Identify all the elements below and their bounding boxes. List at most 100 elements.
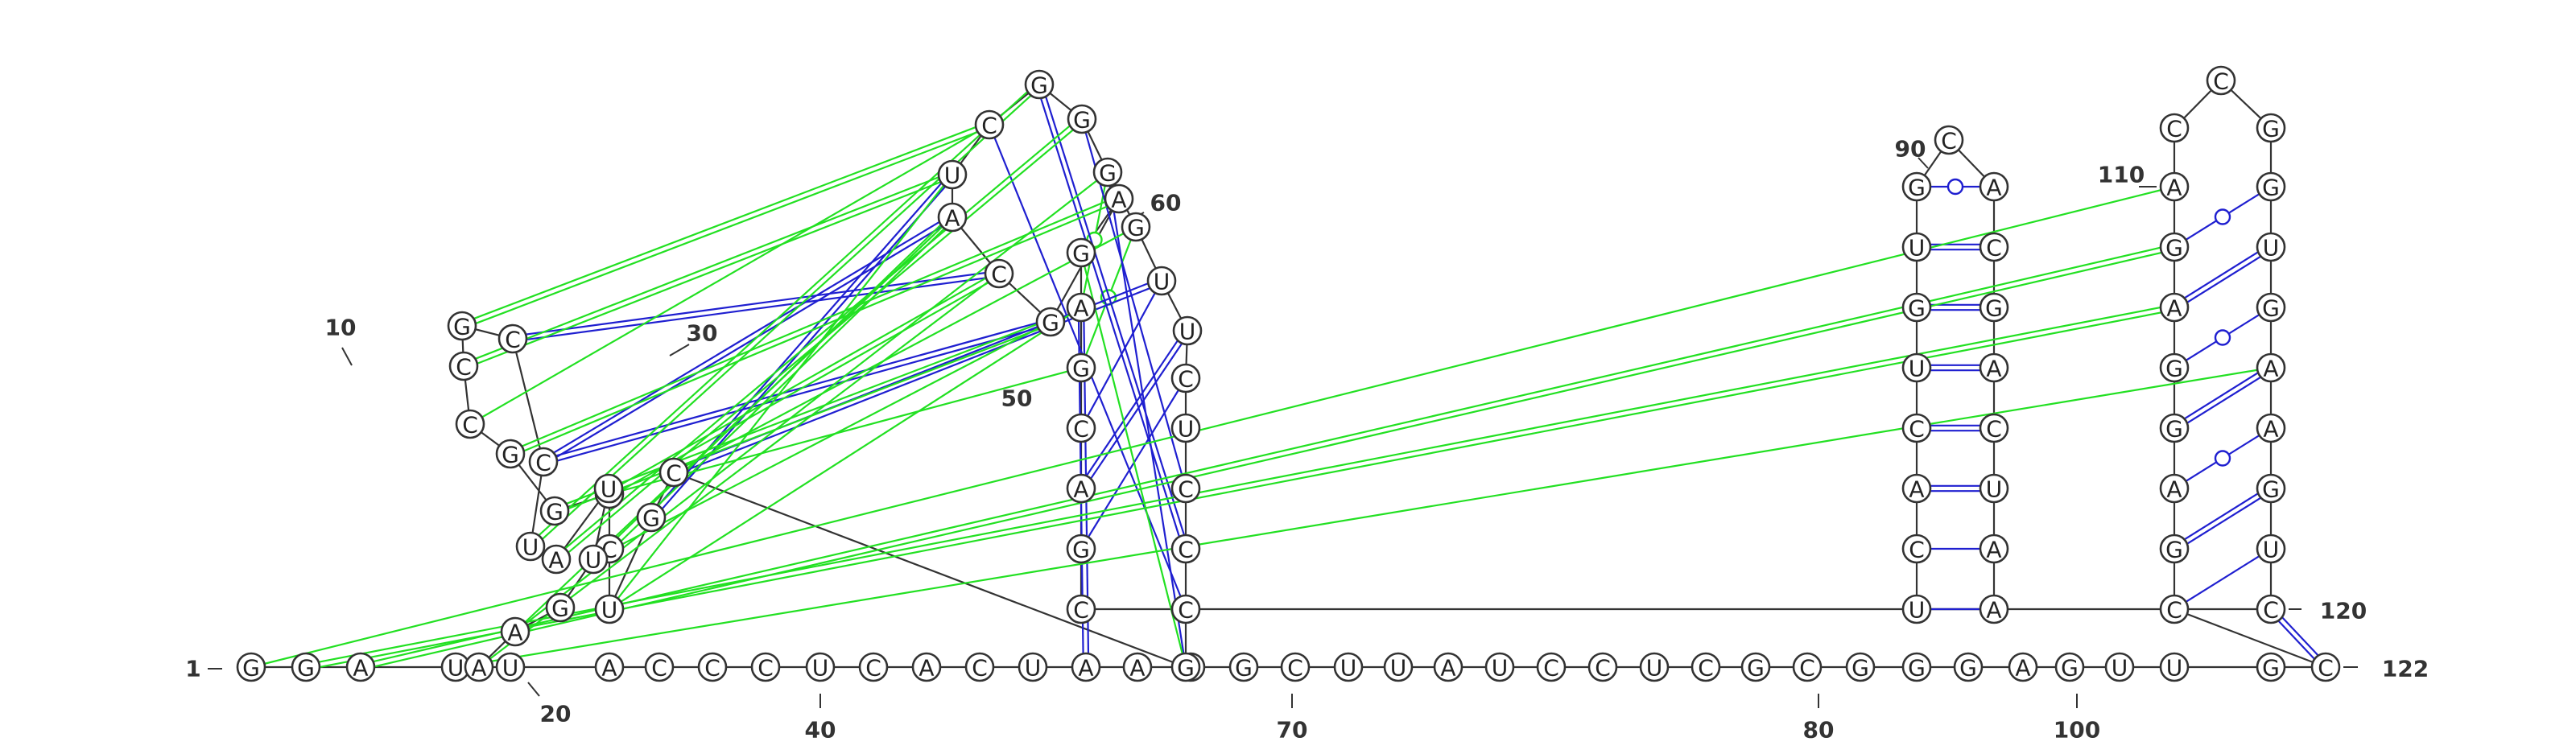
nucleotide-circle [1536,652,1567,682]
nucleotide-letter: G [1852,655,1869,682]
nucleotide-letter: A [2166,476,2182,503]
nucleotide-circle [1066,237,1096,268]
nucleotide-circle [964,652,995,682]
nucleotide-letter: G [546,499,564,525]
nucleotide: G [236,652,266,682]
nucleotide-circle [2008,652,2038,682]
nucleotide-circle [2256,292,2286,323]
nucleotide-circle [447,311,477,341]
nucleotide-letter: G [1177,655,1195,682]
nucleotide-letter: C [991,262,1007,288]
nucleotide-circle [291,652,321,682]
nucleotide-circle [1901,352,1932,383]
backbone-segment [2174,608,2326,669]
nucleotide-circle [1433,652,1463,682]
nucleotide-letter: U [1909,356,1926,382]
nucleotide-circle [644,652,675,682]
nucleotide-letter: C [2318,655,2334,682]
nucleotide-letter: A [944,205,960,232]
nucleotide: C [964,652,995,682]
nucleotide: U [1484,652,1515,682]
nucleotide: C [2159,594,2190,624]
base-pair [1108,185,1185,654]
nucleotide-letter: U [601,597,618,624]
nucleotide-letter: G [1908,655,1926,682]
nucleotide: C [858,652,889,682]
nucleotide-letter: A [601,655,617,682]
nucleotide-letter: U [1178,416,1195,443]
nucleotide-circle [2104,652,2135,682]
nucleotide-circle [2256,652,2286,682]
nucleotide-letter: C [505,327,521,353]
nucleotide: C [1280,652,1311,682]
nucleotide-letter: U [944,163,961,189]
nucleotide-circle [1228,652,1259,682]
nucleotide-letter: U [1340,655,1357,682]
nucleotide-letter: C [1073,416,1089,443]
nucleotide: C [1934,125,1964,155]
tick-layer [208,157,2358,708]
nucleotide-circle [455,409,485,439]
nucleotide-letter: G [453,314,471,340]
nucleotide-circle [1740,652,1771,682]
nucleotide-circle [541,544,572,575]
nucleotide-letter: U [601,476,617,503]
position-number-label: 20 [540,701,572,727]
nucleotide: U [805,652,836,682]
nucleotide-circle [1690,652,1721,682]
nucleotide-circle [495,652,526,682]
base-pair [2185,193,2260,241]
base-pair [555,322,1038,462]
nucleotide: U [1172,315,1203,346]
nucleotide-letter: G [1072,356,1090,382]
nucleotide-circle [658,457,689,488]
nucleotide: G [539,496,570,526]
nucleotide: U [1018,652,1048,682]
nucleotide-circle [2159,113,2190,143]
nucleotide: U [1901,232,1932,262]
nucleotide: G [1901,171,1932,202]
nucleotide-letter: C [462,412,478,439]
nucleotide-letter: G [2165,537,2183,563]
wobble-marker [2214,450,2231,467]
nucleotide: A [1122,652,1153,682]
nucleotide-letter: G [1042,310,1059,336]
position-number-label: 10 [325,315,357,341]
nucleotide-circle [1170,363,1201,393]
nucleotide-circle [2159,534,2190,564]
nucleotide-circle [1587,652,1618,682]
nucleotide: U [937,159,968,190]
nucleotide: C [2159,113,2190,143]
nucleotide-letter: G [1908,295,1926,322]
nucleotide-circle [1066,473,1096,504]
nucleotide-letter: U [585,547,602,574]
nucleotide: G [1066,534,1096,564]
nucleotide: A [911,652,942,682]
base-pair [1040,96,1185,538]
nucleotide-circle [1066,534,1096,564]
nucleotide-letter: C [1986,235,2002,262]
nucleotide: C [1792,652,1823,682]
nucleotide: A [2159,292,2190,323]
nucleotide: G [2159,232,2190,262]
nucleotide-letter: G [2262,476,2280,503]
nucleotide: G [1067,104,1097,134]
nucleotide-letter: G [1959,655,1977,682]
nucleotide-letter: C [1073,597,1089,624]
nucleotide-letter: U [2112,655,2128,682]
nucleotide: G [1228,652,1259,682]
nucleotide: G [1901,652,1932,682]
nucleotide-circle [1484,652,1515,682]
nucleotide-circle [1901,413,1932,443]
nucleotide-letter: C [1909,416,1925,443]
nucleotide-letter: G [2061,655,2079,682]
nucleotide-letter: A [507,620,522,646]
nucleotide-circle [528,447,559,477]
base-pair [553,221,943,458]
base-pair [1085,340,1183,480]
nucleotide: G [447,311,477,341]
nucleotide-letter: U [2166,655,2183,682]
nucleotide: A [1433,652,1463,682]
nucleotide-circle [1121,212,1151,242]
nucleotide-circle [2159,352,2190,383]
